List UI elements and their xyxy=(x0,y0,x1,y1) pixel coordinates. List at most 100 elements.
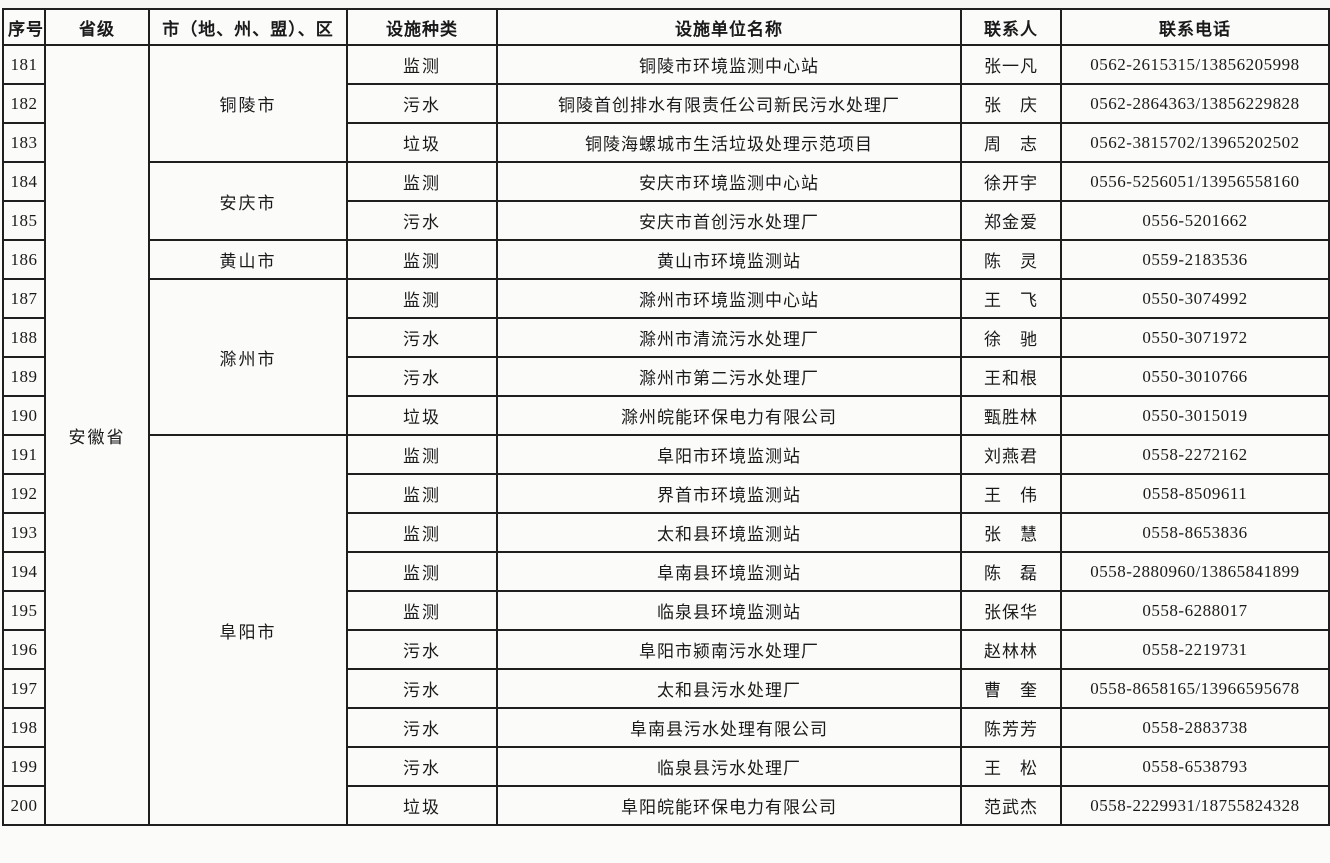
cell-phone: 0558-6538793 xyxy=(1060,746,1330,787)
cell-facility: 滁州市环境监测中心站 xyxy=(496,278,962,319)
cell-type: 垃圾 xyxy=(346,122,498,163)
header-facility-name: 设施单位名称 xyxy=(496,8,962,46)
cell-contact: 甄胜林 xyxy=(960,395,1062,436)
table-row: 185 污水 安庆市首创污水处理厂 郑金爱 0556-5201662 xyxy=(2,200,1330,241)
table-row: 195 监测 临泉县环境监测站 张保华 0558-6288017 xyxy=(2,590,1330,631)
cell-type: 污水 xyxy=(346,707,498,748)
cell-facility: 滁州皖能环保电力有限公司 xyxy=(496,395,962,436)
cell-phone: 0558-2272162 xyxy=(1060,434,1330,475)
table-row: 184 安庆市 监测 安庆市环境监测中心站 徐开宇 0556-5256051/1… xyxy=(2,161,1330,241)
table-row: 191 阜阳市 监测 阜阳市环境监测站 刘燕君 0558-2272162 xyxy=(2,434,1330,826)
cell-type: 监测 xyxy=(346,44,498,85)
header-row: 序号 省级 市（地、州、盟）、区 设施种类 设施单位名称 联系人 联系电话 xyxy=(2,8,1330,46)
table-row: 200 垃圾 阜阳皖能环保电力有限公司 范武杰 0558-2229931/187… xyxy=(2,785,1330,826)
cell-phone: 0558-8653836 xyxy=(1060,512,1330,553)
cell-serial: 198 xyxy=(2,707,46,748)
cell-type: 监测 xyxy=(346,590,498,631)
cell-type: 污水 xyxy=(346,668,498,709)
cell-contact: 张 庆 xyxy=(960,83,1062,124)
header-province: 省级 xyxy=(44,8,150,46)
cell-contact: 陈芳芳 xyxy=(960,707,1062,748)
header-serial: 序号 xyxy=(2,8,46,46)
cell-serial: 182 xyxy=(2,83,46,124)
table-row: 192 监测 界首市环境监测站 王 伟 0558-8509611 xyxy=(2,473,1330,514)
cell-facility: 阜南县污水处理有限公司 xyxy=(496,707,962,748)
cell-phone: 0558-6288017 xyxy=(1060,590,1330,631)
cell-facility: 阜阳市环境监测站 xyxy=(496,434,962,475)
cell-facility: 安庆市首创污水处理厂 xyxy=(496,200,962,241)
table-row: 186 黄山市 监测 黄山市环境监测站 陈 灵 0559-2183536 xyxy=(2,239,1330,280)
table-row: 198 污水 阜南县污水处理有限公司 陈芳芳 0558-2883738 xyxy=(2,707,1330,748)
cell-city: 阜阳市 xyxy=(148,434,348,826)
cell-facility: 滁州市第二污水处理厂 xyxy=(496,356,962,397)
cell-type: 污水 xyxy=(346,200,498,241)
cell-facility: 界首市环境监测站 xyxy=(496,473,962,514)
cell-serial: 193 xyxy=(2,512,46,553)
cell-type: 污水 xyxy=(346,83,498,124)
cell-type: 监测 xyxy=(346,473,498,514)
cell-contact: 张一凡 xyxy=(960,44,1062,85)
cell-serial: 181 xyxy=(2,44,46,85)
cell-city: 安庆市 xyxy=(148,161,348,241)
cell-facility: 滁州市清流污水处理厂 xyxy=(496,317,962,358)
table-row: 182 污水 铜陵首创排水有限责任公司新民污水处理厂 张 庆 0562-2864… xyxy=(2,83,1330,124)
cell-phone: 0558-2883738 xyxy=(1060,707,1330,748)
cell-phone: 0558-2880960/13865841899 xyxy=(1060,551,1330,592)
cell-serial: 195 xyxy=(2,590,46,631)
cell-phone: 0550-3010766 xyxy=(1060,356,1330,397)
cell-phone: 0550-3071972 xyxy=(1060,317,1330,358)
cell-contact: 张 慧 xyxy=(960,512,1062,553)
cell-facility: 黄山市环境监测站 xyxy=(496,239,962,280)
cell-facility: 太和县污水处理厂 xyxy=(496,668,962,709)
scanned-document-page: 序号 省级 市（地、州、盟）、区 设施种类 设施单位名称 联系人 联系电话 18… xyxy=(0,8,1330,863)
header-facility-type: 设施种类 xyxy=(346,8,498,46)
cell-serial: 189 xyxy=(2,356,46,397)
cell-type: 监测 xyxy=(346,434,498,475)
cell-facility: 太和县环境监测站 xyxy=(496,512,962,553)
cell-facility: 阜南县环境监测站 xyxy=(496,551,962,592)
table-row: 199 污水 临泉县污水处理厂 王 松 0558-6538793 xyxy=(2,746,1330,787)
cell-contact: 陈 灵 xyxy=(960,239,1062,280)
header-contact-phone: 联系电话 xyxy=(1060,8,1330,46)
cell-phone: 0558-8658165/13966595678 xyxy=(1060,668,1330,709)
cell-facility: 铜陵首创排水有限责任公司新民污水处理厂 xyxy=(496,83,962,124)
cell-phone: 0556-5201662 xyxy=(1060,200,1330,241)
cell-serial: 191 xyxy=(2,434,46,475)
cell-type: 监测 xyxy=(346,512,498,553)
cell-serial: 187 xyxy=(2,278,46,319)
table-row: 190 垃圾 滁州皖能环保电力有限公司 甄胜林 0550-3015019 xyxy=(2,395,1330,436)
cell-contact: 范武杰 xyxy=(960,785,1062,826)
cell-serial: 190 xyxy=(2,395,46,436)
cell-phone: 0562-3815702/13965202502 xyxy=(1060,122,1330,163)
cell-contact: 郑金爱 xyxy=(960,200,1062,241)
cell-serial: 200 xyxy=(2,785,46,826)
cell-phone: 0562-2864363/13856229828 xyxy=(1060,83,1330,124)
table-row: 187 滁州市 监测 滁州市环境监测中心站 王 飞 0550-3074992 xyxy=(2,278,1330,436)
cell-phone: 0558-8509611 xyxy=(1060,473,1330,514)
cell-serial: 184 xyxy=(2,161,46,202)
cell-contact: 陈 磊 xyxy=(960,551,1062,592)
cell-phone: 0558-2219731 xyxy=(1060,629,1330,670)
cell-contact: 张保华 xyxy=(960,590,1062,631)
cell-type: 监测 xyxy=(346,278,498,319)
cell-contact: 徐开宇 xyxy=(960,161,1062,202)
cell-phone: 0550-3074992 xyxy=(1060,278,1330,319)
cell-contact: 徐 驰 xyxy=(960,317,1062,358)
cell-province: 安徽省 xyxy=(44,44,150,826)
cell-contact: 王 飞 xyxy=(960,278,1062,319)
cell-contact: 刘燕君 xyxy=(960,434,1062,475)
cell-facility: 铜陵市环境监测中心站 xyxy=(496,44,962,85)
header-city: 市（地、州、盟）、区 xyxy=(148,8,348,46)
cell-facility: 铜陵海螺城市生活垃圾处理示范项目 xyxy=(496,122,962,163)
cell-contact: 赵林林 xyxy=(960,629,1062,670)
cell-facility: 临泉县污水处理厂 xyxy=(496,746,962,787)
cell-contact: 曹 奎 xyxy=(960,668,1062,709)
cell-facility: 阜阳市颍南污水处理厂 xyxy=(496,629,962,670)
cell-serial: 196 xyxy=(2,629,46,670)
cell-contact: 王 松 xyxy=(960,746,1062,787)
cell-type: 污水 xyxy=(346,629,498,670)
cell-type: 监测 xyxy=(346,551,498,592)
cell-phone: 0550-3015019 xyxy=(1060,395,1330,436)
table-row: 197 污水 太和县污水处理厂 曹 奎 0558-8658165/1396659… xyxy=(2,668,1330,709)
cell-serial: 197 xyxy=(2,668,46,709)
